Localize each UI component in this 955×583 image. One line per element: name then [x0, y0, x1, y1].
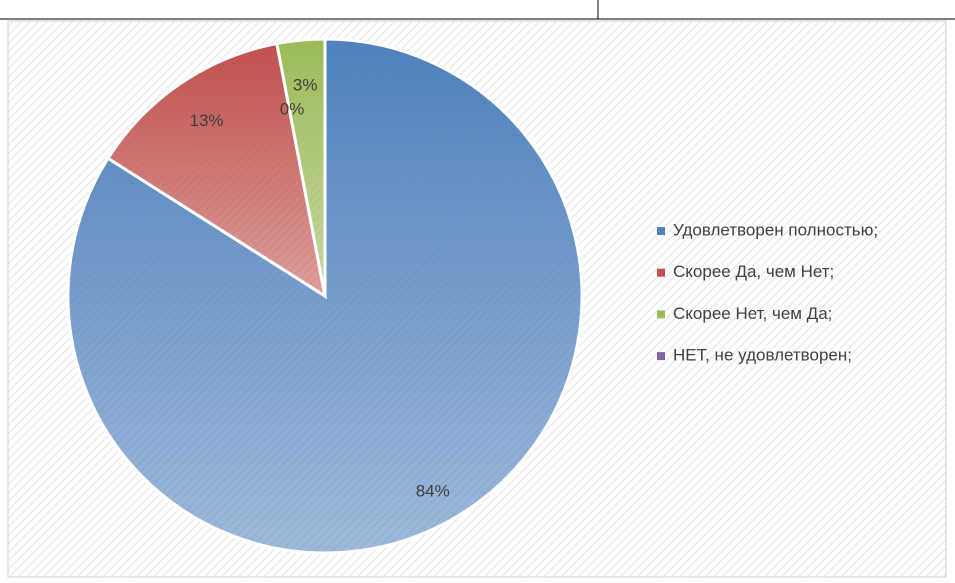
legend-label: НЕТ, не удовлетворен;: [673, 346, 852, 365]
legend-swatch: [657, 268, 665, 277]
pie-slice: [66, 37, 584, 555]
data-label: 13%: [190, 111, 224, 130]
pie-slice: [275, 37, 327, 297]
legend-swatch: [657, 310, 665, 319]
data-label: 0%: [280, 100, 305, 119]
legend-label: Удовлетворен полностью;: [673, 220, 878, 239]
data-label: 84%: [416, 481, 450, 500]
legend-label: Скорее Нет, чем Да;: [673, 304, 832, 323]
legend-swatch: [657, 352, 665, 361]
pie-slice: [105, 41, 328, 300]
legend-label: Скорее Да, чем Нет;: [673, 262, 834, 281]
data-label: 3%: [293, 76, 318, 95]
legend-swatch: [657, 227, 665, 235]
